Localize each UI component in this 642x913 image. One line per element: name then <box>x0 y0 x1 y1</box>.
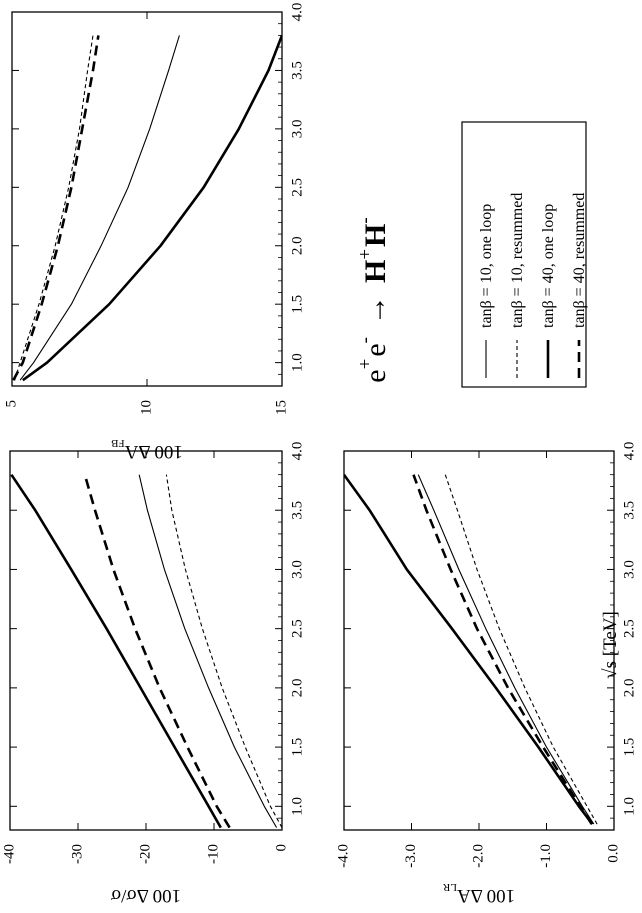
process-h1: H <box>359 260 392 283</box>
y-tick-label-sigma: -30 <box>69 844 85 864</box>
x-tick-label-alr: 1.0 <box>621 797 637 816</box>
legend-label-1: tanβ = 10, resummed <box>509 193 526 328</box>
series-line-sigma-3 <box>83 474 231 829</box>
process-h2-sup: - <box>355 217 376 223</box>
legend: tanβ = 10, one loop tanβ = 10, resummed ta… <box>461 121 588 388</box>
y-tick-label-alr: -2.0 <box>470 844 486 868</box>
x-tick-label-sigma: 3.0 <box>289 560 305 579</box>
x-tick-label-afb: 2.0 <box>289 236 305 255</box>
x-tick-label-sigma: 3.5 <box>289 501 305 520</box>
legend-label-0: tanβ = 10, one loop <box>478 204 495 328</box>
series-line-afb-2 <box>22 34 282 382</box>
process-h2: H <box>359 224 392 247</box>
y-tick-label-alr: -1.0 <box>538 844 554 868</box>
plot-frame-sigma <box>9 450 283 831</box>
process-h1-sup: + <box>355 249 376 260</box>
process-e2-sup: - <box>355 337 376 343</box>
y-tick-label-afb: 10 <box>138 400 154 415</box>
series-line-alr-2 <box>344 473 594 825</box>
y-tick-label-sigma: 0 <box>273 844 289 852</box>
y-tick-label-alr: 0.0 <box>605 844 621 863</box>
x-tick-label-sigma: 1.5 <box>289 738 305 757</box>
panel-afb: 1.0 1.5 2.0 2.5 3.0 3.5 4.0 5 10 15 100 ΔAFB <box>3 3 305 462</box>
y-axis-label-sigma: 100 Δσ/σ <box>111 885 181 906</box>
x-tick-label-alr: 4.0 <box>621 442 637 461</box>
series-line-afb-1 <box>14 35 94 381</box>
legend-box <box>461 121 587 388</box>
process-e2: e <box>359 343 392 356</box>
y-tick-label-alr: -4.0 <box>335 844 351 868</box>
series-line-afb-0 <box>19 35 180 381</box>
series-line-sigma-2 <box>10 473 222 829</box>
y-axis-label-main-afb: 100 ΔA <box>124 441 182 462</box>
x-tick-label-alr: 2.5 <box>621 619 637 638</box>
process-e1: e <box>359 369 392 382</box>
legend-label-2: tanβ = 40, one loop <box>540 204 557 328</box>
x-tick-label-sigma: 4.0 <box>289 442 305 461</box>
series-line-alr-1 <box>444 474 598 825</box>
x-tick-label-sigma: 2.0 <box>289 679 305 698</box>
panel-alr: 1.0 1.5 2.0 2.5 3.0 3.5 4.0 0.0 -1.0 -2.0 -3.0 -4.0… <box>335 442 637 906</box>
process-arrow: → <box>359 295 392 325</box>
y-axis-label-afb: 100 ΔAFB <box>111 437 183 462</box>
series-line-sigma-0 <box>138 474 278 828</box>
shared-x-axis-label: √s [TeV] <box>600 611 621 679</box>
y-axis-label-sub-afb: FB <box>111 437 124 449</box>
y-axis-label-main-sigma: 100 Δσ/σ <box>111 885 181 906</box>
x-tick-label-afb: 2.5 <box>289 178 305 197</box>
legend-label-3: tanβ = 40, resummed <box>571 193 588 328</box>
plot-frame-afb <box>11 11 283 387</box>
x-tick-label-sigma: 2.5 <box>289 619 305 638</box>
y-axis-label-main-alr: 100 ΔA <box>457 885 515 906</box>
y-axis-label-sub-alr: LR <box>442 881 457 893</box>
x-tick-label-alr: 2.0 <box>621 679 637 698</box>
y-tick-label-sigma: -10 <box>205 844 221 864</box>
series-line-alr-0 <box>417 474 595 825</box>
y-axis-label-alr: 100 ΔALR <box>442 881 515 906</box>
y-tick-label-sigma: -40 <box>1 844 17 864</box>
series-line-sigma-1 <box>165 474 282 828</box>
y-tick-label-afb: 15 <box>273 400 289 415</box>
x-tick-label-sigma: 1.0 <box>289 797 305 816</box>
y-tick-label-sigma: -20 <box>137 844 153 864</box>
panel-sigma: 1.0 1.5 2.0 2.5 3.0 3.5 4.0 0 -10 -20 -30 -40 100 Δσ… <box>1 442 305 906</box>
process-label: e+e-→H+H- <box>355 217 392 382</box>
x-tick-label-afb: 4.0 <box>289 3 305 22</box>
x-tick-label-afb: 3.0 <box>289 120 305 139</box>
process-e1-sup: + <box>355 359 376 370</box>
x-tick-label-afb: 3.5 <box>289 61 305 80</box>
y-tick-label-afb: 5 <box>3 400 19 408</box>
plot-frame-alr <box>343 450 615 831</box>
x-tick-label-alr: 3.0 <box>621 560 637 579</box>
series-line-alr-3 <box>412 474 593 825</box>
x-tick-label-alr: 3.5 <box>621 501 637 520</box>
x-tick-label-afb: 1.5 <box>289 295 305 314</box>
svg-text:e+e-→H+H-: e+e-→H+H- <box>355 217 392 382</box>
y-tick-label-alr: -3.0 <box>403 844 419 868</box>
series-line-afb-3 <box>12 35 100 381</box>
x-tick-label-afb: 1.0 <box>289 353 305 372</box>
x-tick-label-alr: 1.5 <box>621 738 637 757</box>
